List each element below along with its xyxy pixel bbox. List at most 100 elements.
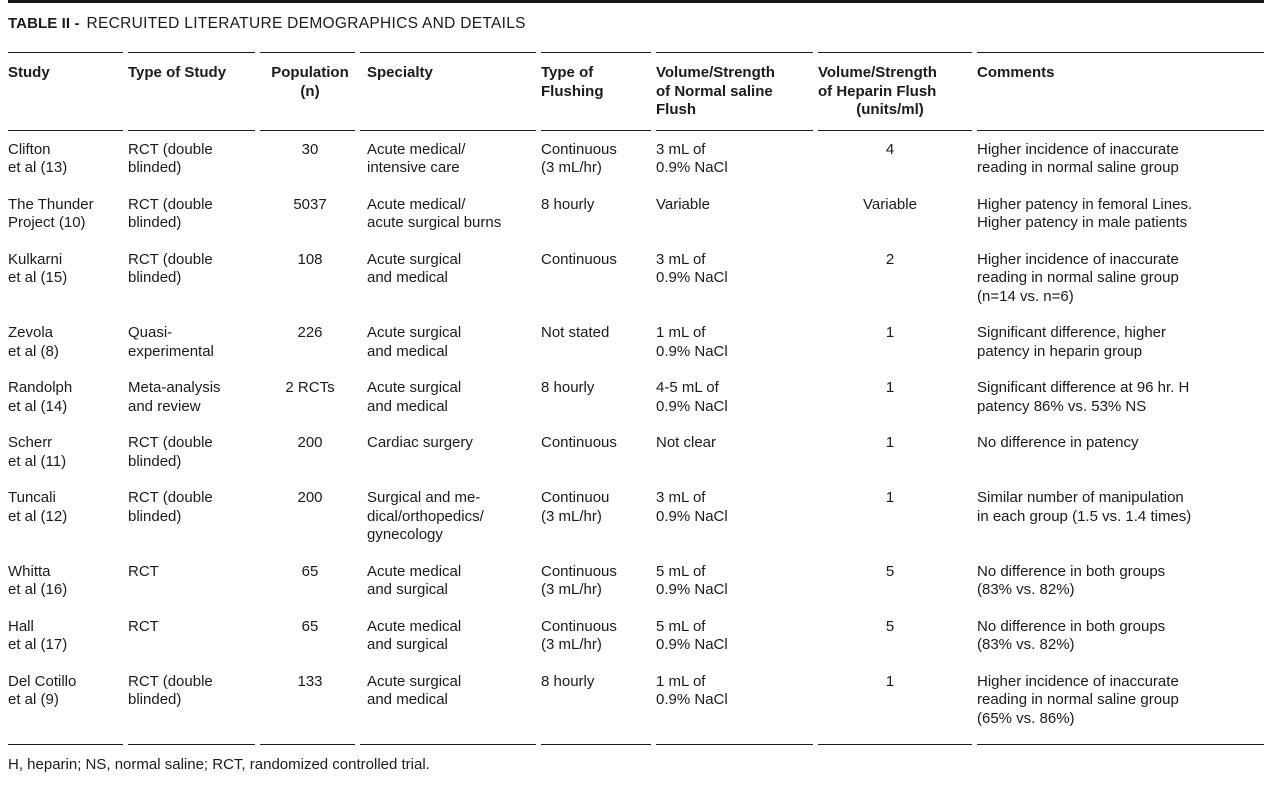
- column-header-label: Study: [8, 64, 50, 81]
- cell-study: Whitta et al (16): [8, 562, 68, 599]
- rule-segment: [818, 744, 972, 745]
- column-header-population: Population (n): [260, 64, 360, 120]
- cell-specialty: Surgical and me- dical/orthopedics/ gyne…: [367, 489, 484, 543]
- table-header-row: Study Type of Study Population (n) Specia…: [8, 53, 1264, 130]
- cell-population: 5037: [293, 195, 327, 213]
- cell-population: 30: [301, 140, 319, 158]
- cell-comments: No difference in patency: [977, 434, 1139, 451]
- column-header-label: Volume/Strength of Heparin Flush: [818, 64, 937, 100]
- cell-study: Scherr et al (11): [8, 434, 67, 470]
- rule-segment: [8, 52, 123, 53]
- cell-population: 133: [297, 672, 323, 690]
- column-header-sublabel: (units/ml): [856, 101, 924, 118]
- rule-segment: [656, 744, 813, 745]
- cell-study: Kulkarni et al (15): [8, 250, 68, 287]
- column-header-label: Specialty: [367, 64, 433, 81]
- cell-heparin-flush: 4: [885, 140, 895, 158]
- cell-population: 108: [297, 250, 323, 268]
- rule-segment: [260, 129, 355, 131]
- rule-segment: [360, 744, 536, 745]
- cell-type-of-flushing: Continuous: [541, 434, 617, 451]
- table-row: The Thunder Project (10) RCT (double bli…: [8, 196, 1264, 233]
- cell-heparin-flush: 1: [885, 672, 895, 690]
- column-header-specialty: Specialty: [360, 64, 541, 120]
- cell-population: 65: [301, 617, 319, 635]
- cell-type-of-study: Meta-analysis and review: [128, 379, 221, 415]
- table-row: Zevola et al (8) Quasi- experimental 226…: [8, 324, 1264, 361]
- rule-segment: [360, 129, 536, 131]
- cell-normal-saline-flush: 4-5 mL of 0.9% NaCl: [656, 379, 728, 415]
- cell-normal-saline-flush: Not clear: [656, 434, 717, 451]
- cell-specialty: Acute surgical and medical: [367, 379, 462, 415]
- cell-type-of-study: RCT (double blinded): [128, 434, 213, 470]
- cell-study: Hall et al (17): [8, 617, 68, 654]
- header-top-rule: [8, 52, 1264, 53]
- column-header-type-of-study: Type of Study: [128, 64, 260, 120]
- cell-study: Randolph et al (14): [8, 379, 73, 415]
- rule-segment: [260, 52, 355, 53]
- cell-type-of-flushing: Continuous: [541, 250, 617, 268]
- cell-comments: Significant difference, higher patency i…: [977, 324, 1167, 360]
- table-row: Hall et al (17) RCT 65 Acute medical and…: [8, 618, 1264, 655]
- column-header-study: Study: [8, 64, 128, 120]
- cell-specialty: Acute medical/ intensive care: [367, 140, 466, 177]
- cell-heparin-flush: 1: [885, 434, 895, 451]
- rule-segment: [8, 744, 123, 745]
- rule-segment: [977, 52, 1264, 53]
- rule-segment: [541, 744, 651, 745]
- cell-specialty: Acute medical and surgical: [367, 562, 462, 599]
- table-row: Kulkarni et al (15) RCT (double blinded)…: [8, 251, 1264, 307]
- cell-specialty: Acute surgical and medical: [367, 324, 462, 360]
- table-row: Whitta et al (16) RCT 65 Acute medical a…: [8, 563, 1264, 600]
- table-row: Tuncali et al (12) RCT (double blinded) …: [8, 489, 1264, 545]
- table-row: Randolph et al (14) Meta-analysis and re…: [8, 379, 1264, 416]
- cell-type-of-flushing: Continuous (3 mL/hr): [541, 140, 617, 177]
- cell-heparin-flush: Variable: [863, 195, 917, 213]
- cell-type-of-study: Quasi- experimental: [128, 324, 214, 360]
- table-caption: RECRUITED LITERATURE DEMOGRAPHICS AND DE…: [86, 15, 526, 32]
- cell-normal-saline-flush: 1 mL of 0.9% NaCl: [656, 672, 728, 709]
- cell-type-of-flushing: Continuous (3 mL/hr): [541, 562, 617, 599]
- rule-segment: [656, 129, 813, 131]
- rule-segment: [818, 129, 972, 131]
- cell-normal-saline-flush: 1 mL of 0.9% NaCl: [656, 324, 728, 360]
- cell-type-of-study: RCT (double blinded): [128, 195, 213, 232]
- cell-comments: Significant difference at 96 hr. H paten…: [977, 379, 1190, 415]
- rule-segment: [656, 52, 813, 53]
- cell-comments: Higher patency in femoral Lines. Higher …: [977, 195, 1193, 232]
- column-header-comments: Comments: [977, 64, 1264, 120]
- rule-segment: [128, 52, 255, 53]
- table-row: Del Cotillo et al (9) RCT (double blinde…: [8, 673, 1264, 729]
- cell-type-of-flushing: Continuous (3 mL/hr): [541, 617, 617, 654]
- rule-segment: [128, 129, 255, 131]
- table-title: TABLE II - RECRUITED LITERATURE DEMOGRAPH…: [8, 14, 1264, 33]
- cell-normal-saline-flush: Variable: [656, 195, 710, 213]
- column-header-heparin-flush: Volume/Strength of Heparin Flush (units/m…: [818, 64, 977, 120]
- cell-type-of-flushing: 8 hourly: [541, 672, 595, 690]
- cell-type-of-study: RCT: [128, 617, 159, 635]
- cell-heparin-flush: 1: [885, 489, 895, 506]
- column-header-label: Population: [271, 64, 349, 81]
- cell-type-of-study: RCT (double blinded): [128, 250, 213, 287]
- rule-segment: [977, 129, 1264, 131]
- rule-segment: [977, 744, 1264, 745]
- cell-population: 226: [297, 324, 323, 341]
- rule-segment: [818, 52, 972, 53]
- cell-specialty: Acute surgical and medical: [367, 672, 462, 709]
- cell-population: 2 RCTs: [285, 379, 335, 396]
- cell-specialty: Acute medical/ acute surgical burns: [367, 195, 502, 232]
- top-rule: [8, 0, 1264, 3]
- cell-study: Del Cotillo et al (9): [8, 672, 77, 709]
- column-header-label: Type of Flushing: [541, 64, 604, 100]
- cell-study: Zevola et al (8): [8, 324, 59, 360]
- cell-normal-saline-flush: 5 mL of 0.9% NaCl: [656, 617, 728, 654]
- cell-study: Clifton et al (13): [8, 140, 68, 177]
- header-bottom-rule: [8, 129, 1264, 131]
- cell-normal-saline-flush: 3 mL of 0.9% NaCl: [656, 250, 728, 287]
- cell-type-of-flushing: 8 hourly: [541, 195, 595, 213]
- cell-normal-saline-flush: 3 mL of 0.9% NaCl: [656, 140, 728, 177]
- column-header-label: Volume/Strength of Normal saline Flush: [656, 64, 775, 118]
- column-header-normal-saline-flush: Volume/Strength of Normal saline Flush: [656, 64, 818, 120]
- cell-heparin-flush: 5: [885, 617, 895, 635]
